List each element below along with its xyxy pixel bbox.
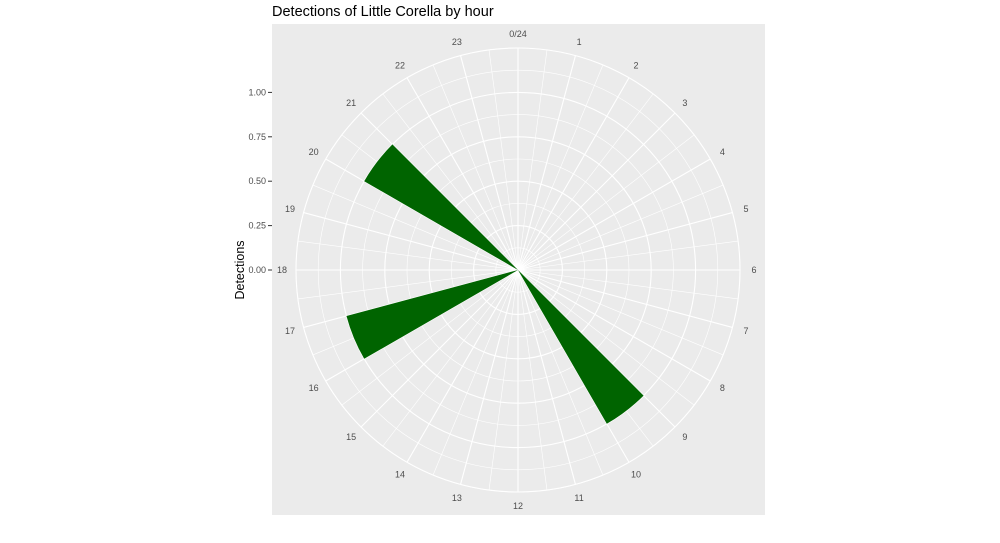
hour-label: 17 <box>285 326 295 336</box>
grid-spoke <box>488 49 519 271</box>
grid-spoke <box>297 240 519 271</box>
grid-spoke <box>312 184 519 271</box>
grid-spoke <box>517 269 739 300</box>
grid-spoke <box>488 269 519 491</box>
grid-spoke <box>432 269 519 476</box>
grid-spoke <box>517 184 724 271</box>
grid-spoke <box>325 269 519 382</box>
hour-label: 22 <box>395 61 405 71</box>
hour-label: 8 <box>720 383 725 393</box>
hour-label: 9 <box>682 432 687 442</box>
bar-wedge <box>346 270 518 359</box>
grid-spoke <box>517 269 576 485</box>
grid-spoke <box>460 269 519 485</box>
hour-label: 18 <box>277 265 287 275</box>
hour-label: 10 <box>631 469 641 479</box>
grid-spoke <box>517 212 733 271</box>
hour-label: 20 <box>309 147 319 157</box>
grid-spoke <box>517 77 630 271</box>
grid-spoke <box>360 269 519 428</box>
hour-label: 23 <box>452 37 462 47</box>
hour-label: 7 <box>743 326 748 336</box>
hour-label: 4 <box>720 147 725 157</box>
grid-spoke <box>517 158 711 271</box>
grid-spoke <box>382 269 519 447</box>
bar-wedge <box>518 270 644 424</box>
grid-spoke <box>460 55 519 271</box>
grid-spoke <box>406 269 519 463</box>
y-axis-ticks: 0.00 0.25 0.50 0.75 1.00 <box>248 87 272 275</box>
y-tick-label: 0.75 <box>248 132 266 142</box>
grid-spoke <box>517 269 548 491</box>
grid-spoke <box>517 55 576 271</box>
y-tick-label: 0.25 <box>248 221 266 231</box>
y-axis-title: Detections <box>233 240 247 299</box>
grid-spoke <box>517 112 676 271</box>
hour-label: 21 <box>346 98 356 108</box>
grid-spoke <box>517 240 739 271</box>
hour-label: 16 <box>309 383 319 393</box>
grid-spoke <box>517 64 604 271</box>
grid-spoke <box>517 269 604 476</box>
hour-label: 6 <box>751 265 756 275</box>
grid-spoke <box>341 269 519 406</box>
hour-labels: 0/24123456789101112131415161718192021222… <box>277 29 757 511</box>
grid-spoke <box>517 269 733 328</box>
grid-spoke <box>517 269 711 382</box>
hour-label: 14 <box>395 469 405 479</box>
hour-label: 13 <box>452 493 462 503</box>
chart-title: Detections of Little Corella by hour <box>272 4 494 20</box>
hour-label: 15 <box>346 432 356 442</box>
grid-spoke <box>297 269 519 300</box>
grid-spoke <box>517 134 695 271</box>
grid-spoke <box>432 64 519 271</box>
grid-spoke <box>303 212 519 271</box>
y-tick-label: 0.00 <box>248 265 266 275</box>
hour-label: 12 <box>513 501 523 511</box>
grid-spoke <box>382 93 519 271</box>
y-tick-label: 0.50 <box>248 176 266 186</box>
y-tick-label: 1.00 <box>248 87 266 97</box>
grid-spoke <box>517 49 548 271</box>
grid-spoke <box>517 93 654 271</box>
grid-spoke <box>517 269 695 406</box>
bar-series <box>346 144 644 424</box>
hour-label: 2 <box>633 61 638 71</box>
grid-spoke <box>517 269 724 356</box>
bar-wedge <box>364 144 518 270</box>
hour-label: 5 <box>743 204 748 214</box>
hour-label: 3 <box>682 98 687 108</box>
hour-label: 0/24 <box>509 29 527 39</box>
hour-label: 11 <box>574 493 583 503</box>
hour-label: 1 <box>577 37 582 47</box>
grid-spoke <box>406 77 519 271</box>
hour-label: 19 <box>285 204 295 214</box>
